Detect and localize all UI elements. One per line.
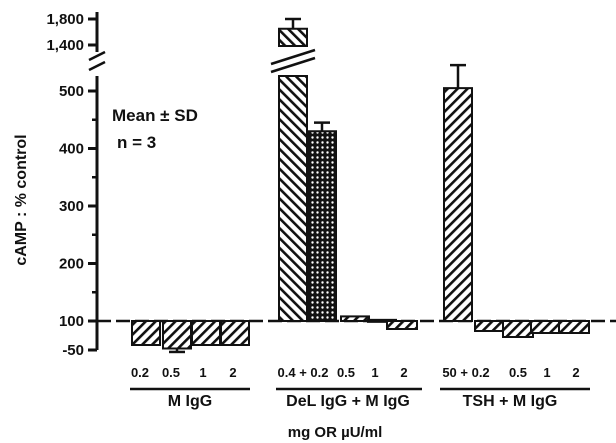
bar-tsh: [443, 87, 473, 322]
y-tick-label: -50: [62, 342, 84, 359]
x-category-label: 0.5: [337, 365, 355, 380]
bar-tsh: [530, 320, 562, 334]
y-tick-label: 300: [59, 198, 84, 215]
annotation-mean-label: Mean ± SD: [112, 106, 198, 125]
x-category-label: 50 + 0.2: [442, 365, 489, 380]
x-category-label: 2: [400, 365, 407, 380]
bar-tsh: [558, 320, 590, 334]
annotation-mean-sd: Mean ± SD n = 3: [112, 106, 198, 152]
group-label-tsh: TSH + M IgG: [463, 393, 558, 410]
group-label-del-igg: DeL IgG + M IgG: [286, 393, 410, 410]
bar-m-igg: [131, 320, 161, 346]
x-category-label: 0.5: [162, 365, 180, 380]
annotation-n-label: n = 3: [117, 133, 156, 152]
x-category-label: 1: [199, 365, 206, 380]
bar-del-igg: [307, 130, 337, 322]
bar-del-igg: [340, 315, 370, 322]
x-category-label: 2: [572, 365, 579, 380]
y-tick-label: 100: [59, 313, 84, 330]
bar-del-igg-low: [386, 320, 418, 330]
bar-m-igg: [162, 320, 192, 350]
y-tick-label-upper: 1,400: [46, 37, 84, 54]
x-axis-label: mg OR µU/ml: [288, 424, 382, 441]
bar-del-igg: [278, 75, 308, 322]
y-tick-label: 200: [59, 256, 84, 273]
bar-tsh: [474, 320, 506, 332]
bar-tsh: [502, 320, 534, 338]
y-tick-label: 400: [59, 141, 84, 158]
y-tick-label-upper: 1,800: [46, 11, 84, 28]
y-axis-label: cAMP : % control: [13, 134, 30, 265]
group-label-m-igg: M IgG: [168, 393, 212, 410]
y-axis-break-mark: [88, 50, 106, 62]
plot-area: -50 100 200 300 400 500 1,400 1,800 0.2 0.5 1 2 0.4 …: [46, 11, 616, 391]
bar-m-igg: [191, 320, 221, 346]
x-category-label: 0.4 + 0.2: [278, 365, 329, 380]
bar-break-mark: [270, 48, 316, 66]
x-category-label: 1: [371, 365, 378, 380]
x-category-label: 0.2: [131, 365, 149, 380]
bar-break-mark: [270, 56, 316, 74]
bar-del-igg: [278, 27, 308, 47]
x-category-label: 2: [229, 365, 236, 380]
y-tick-label: 500: [59, 83, 84, 100]
x-category-label: 1: [543, 365, 550, 380]
bar-m-igg: [220, 320, 250, 346]
x-category-label: 0.5: [509, 365, 527, 380]
y-axis-break-mark: [88, 60, 106, 72]
